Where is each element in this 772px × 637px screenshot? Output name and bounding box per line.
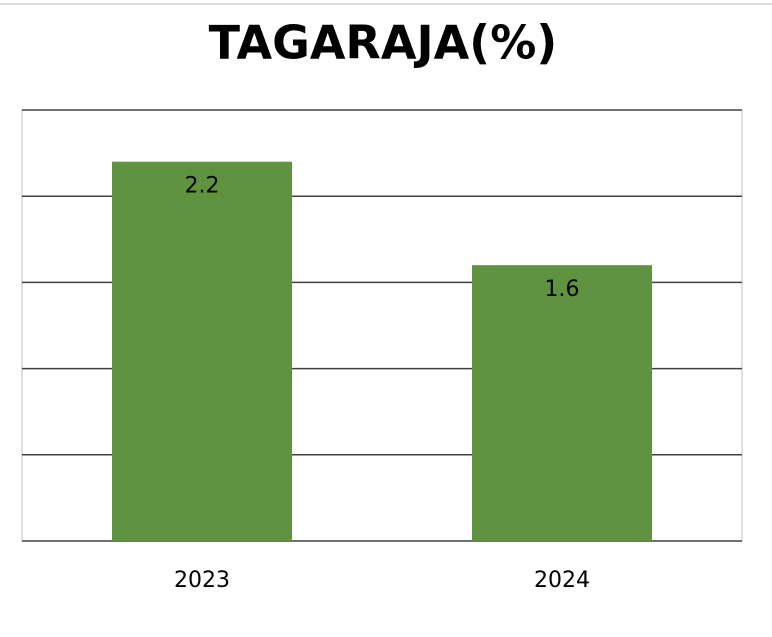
data-label: 1.6 [545, 277, 580, 302]
chart-title: TAGARAJA(%) [209, 16, 558, 70]
x-tick-label: 2024 [534, 568, 590, 593]
x-tick-label: 2023 [174, 568, 230, 593]
bar [112, 161, 292, 541]
data-label: 2.2 [185, 174, 220, 199]
bar [472, 265, 652, 541]
